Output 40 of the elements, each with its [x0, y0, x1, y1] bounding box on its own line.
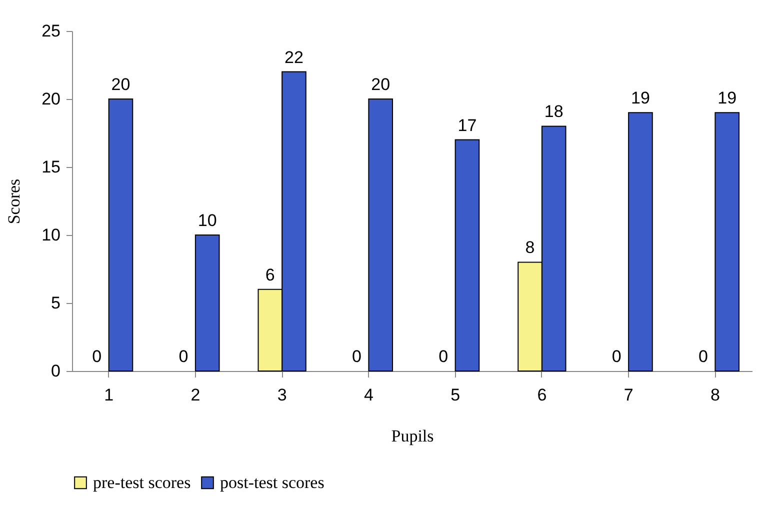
data-label: 20 — [111, 75, 130, 94]
data-label: 0 — [92, 347, 102, 366]
data-label: 19 — [718, 88, 737, 108]
bar — [108, 98, 134, 372]
x-tick-label: 5 — [450, 386, 460, 404]
x-tick-label: 1 — [104, 386, 114, 404]
y-tick-label: 5 — [51, 294, 60, 312]
data-label: 8 — [525, 238, 535, 258]
y-axis-title: Scores — [4, 178, 24, 224]
data-label: 10 — [198, 211, 217, 230]
y-tick-label: 0 — [51, 362, 60, 380]
data-label: 22 — [284, 48, 304, 67]
data-label: 0 — [352, 347, 362, 366]
data-label: 18 — [544, 102, 564, 122]
x-axis-title: Pupils — [391, 426, 434, 446]
data-label: 0 — [178, 347, 188, 366]
bar — [628, 112, 653, 372]
bar — [714, 112, 740, 372]
x-tick-label: 7 — [624, 386, 634, 404]
bar — [368, 98, 394, 372]
bar — [194, 234, 220, 372]
x-tick-label: 6 — [537, 386, 547, 404]
data-label: 0 — [438, 347, 448, 366]
data-label: 17 — [458, 116, 477, 135]
y-tick-label: 15 — [42, 158, 60, 176]
legend-label: post-test scores — [220, 472, 324, 492]
x-tick-label: 8 — [710, 386, 720, 404]
x-tick-label: 3 — [277, 386, 287, 404]
data-label: 19 — [631, 88, 650, 108]
legend-label: pre-test scores — [93, 472, 191, 492]
data-label: 0 — [698, 347, 708, 366]
data-label: 6 — [265, 265, 275, 284]
x-tick-label: 4 — [364, 386, 374, 404]
y-tick-label: 25 — [42, 22, 60, 40]
y-tick-label: 20 — [42, 90, 60, 108]
data-label: 20 — [371, 75, 390, 94]
bar — [454, 139, 480, 372]
x-tick-label: 2 — [190, 386, 200, 404]
y-tick-label: 10 — [42, 226, 60, 244]
data-label: 0 — [612, 347, 622, 366]
